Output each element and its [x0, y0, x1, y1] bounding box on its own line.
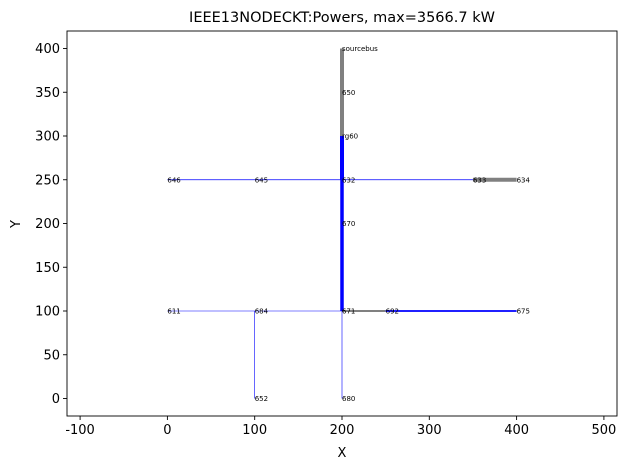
y-tick-label: 350 — [35, 86, 60, 101]
node-label-671: 671 — [342, 308, 355, 316]
node-label-633: 633 — [473, 176, 486, 184]
y-tick-label: 250 — [35, 173, 60, 188]
chart-title: IEEE13NODECKT:Powers, max=3566.7 kW — [189, 10, 495, 26]
node-label-634: 634 — [517, 176, 531, 184]
node-label-632: 632 — [342, 176, 355, 184]
node-label-650: 650 — [342, 89, 355, 97]
node-label-646: 646 — [167, 176, 181, 184]
x-tick-label: 200 — [330, 423, 355, 438]
x-tick-label: -100 — [65, 423, 95, 438]
node-label-sourcebus: sourcebus — [342, 45, 378, 53]
x-tick-label: 300 — [417, 423, 442, 438]
y-tick-label: 200 — [35, 217, 60, 232]
x-tick-label: 500 — [591, 423, 616, 438]
node-label-645: 645 — [255, 176, 268, 184]
x-tick-label: 0 — [163, 423, 171, 438]
node-label-670: 670 — [342, 220, 355, 228]
node-label-692: 692 — [386, 308, 399, 316]
plot-area: sourcebus 650 rg60 646 645 632 633 634 670 611 684… — [167, 45, 531, 403]
node-label-680: 680 — [342, 395, 355, 403]
x-tick-label: 400 — [504, 423, 529, 438]
y-axis-title: Y — [9, 220, 24, 229]
node-label-611: 611 — [167, 308, 180, 316]
y-tick-label: 400 — [35, 42, 60, 57]
x-axis-title: X — [338, 446, 347, 461]
y-tick-label: 50 — [43, 348, 60, 363]
y-tick-label: 100 — [35, 305, 60, 320]
y-tick-label: 300 — [35, 130, 60, 145]
axis-ticks: -100 0 100 200 300 400 500 0 50 100 150 200 250 300 35… — [35, 42, 616, 438]
y-tick-label: 150 — [35, 261, 60, 276]
node-label-rg60: rg60 — [342, 133, 358, 141]
x-tick-label: 100 — [242, 423, 267, 438]
node-label-675: 675 — [517, 308, 530, 316]
y-tick-label: 0 — [52, 392, 60, 407]
node-label-652: 652 — [255, 395, 268, 403]
node-label-684: 684 — [255, 308, 269, 316]
